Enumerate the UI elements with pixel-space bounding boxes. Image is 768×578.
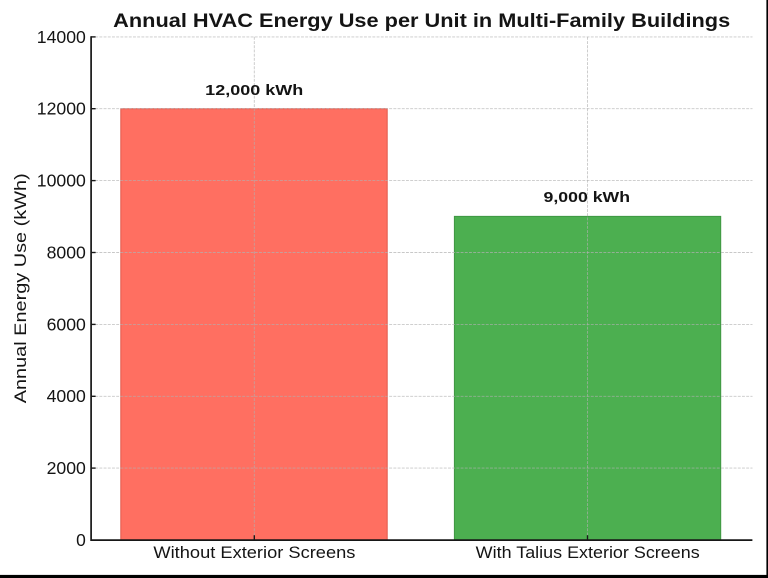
- svg-text:4000: 4000: [47, 386, 86, 406]
- svg-text:6000: 6000: [47, 314, 86, 334]
- svg-text:Annual HVAC Energy Use per Uni: Annual HVAC Energy Use per Unit in Multi…: [113, 11, 730, 32]
- svg-text:Without Exterior Screens: Without Exterior Screens: [153, 543, 355, 562]
- svg-text:0: 0: [76, 530, 86, 550]
- svg-text:With Talius Exterior Screens: With Talius Exterior Screens: [476, 543, 700, 562]
- svg-text:14000: 14000: [37, 27, 86, 47]
- svg-text:9,000 kWh: 9,000 kWh: [544, 190, 631, 206]
- svg-text:10000: 10000: [37, 171, 86, 191]
- svg-text:12,000 kWh: 12,000 kWh: [205, 83, 303, 99]
- svg-text:Annual Energy Use (kWh): Annual Energy Use (kWh): [11, 173, 30, 403]
- svg-text:12000: 12000: [37, 99, 86, 119]
- svg-text:2000: 2000: [47, 458, 86, 478]
- svg-text:8000: 8000: [47, 242, 86, 262]
